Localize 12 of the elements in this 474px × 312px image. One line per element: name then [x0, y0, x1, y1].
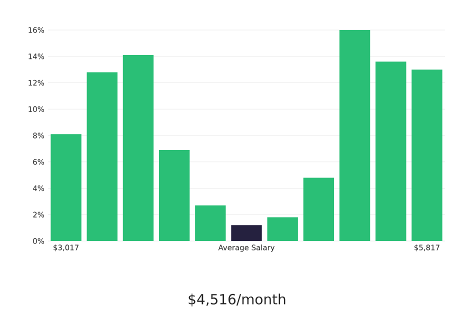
- text: $4,516/month: [188, 294, 286, 306]
- bar: [86, 72, 118, 241]
- bar: [50, 134, 82, 241]
- bar: [195, 205, 226, 241]
- bar: [412, 70, 442, 241]
- bar: [122, 55, 154, 241]
- bar: [267, 217, 298, 241]
- bar: [231, 225, 262, 241]
- bar: [158, 150, 190, 241]
- bar: [303, 178, 334, 241]
- bar: [339, 30, 370, 241]
- bar: [376, 62, 406, 241]
